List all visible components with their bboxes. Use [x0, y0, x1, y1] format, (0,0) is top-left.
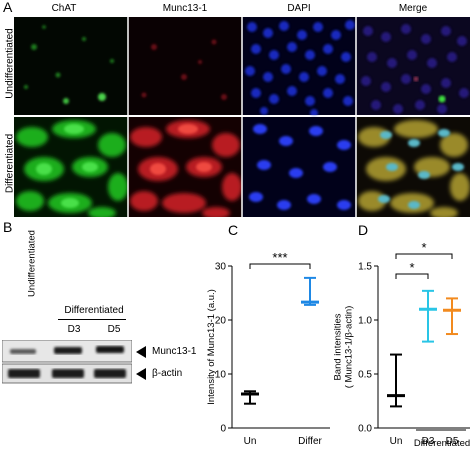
image-undiff-merge	[356, 17, 470, 115]
significance-label: *	[421, 240, 426, 255]
significance-bracket	[395, 273, 429, 279]
panel-d-label: D	[358, 222, 369, 238]
y-tick-label: 0	[220, 424, 226, 435]
category-label: Differ	[298, 436, 322, 447]
category-label: Un	[390, 436, 403, 447]
image-diff-merge	[356, 117, 470, 217]
category-label: Un	[244, 436, 257, 447]
significance-label: ***	[272, 250, 287, 265]
y-axis-label: Intensity of Munc13-1 (a.u.)	[206, 289, 217, 405]
actin-band-label: β-actin	[152, 368, 183, 379]
y-axis-label-line: Intensity of Munc13-1 (a.u.)	[206, 289, 217, 405]
y-tick-label: 0.5	[358, 370, 372, 381]
col-title-dapi: DAPI	[287, 3, 311, 14]
significance-label: *	[409, 260, 414, 275]
image-diff-chat	[14, 117, 128, 217]
y-tick-label: 30	[215, 262, 227, 273]
chart-d: 0.0 0.5 1.0 1.5 Band intensities( Munc13-1/β…	[333, 240, 471, 448]
panel-c-label: C	[228, 222, 239, 238]
chart-c: 0 10 20 30 Intensity of Munc13-1 (a.u.) Un Dif…	[206, 250, 330, 447]
actin-bands	[8, 369, 126, 378]
undifferentiated-lane-label: Undifferentiated	[26, 230, 38, 297]
munc13-band-label: Munc13-1	[152, 346, 197, 357]
image-undiff-munc13	[128, 17, 242, 115]
y-tick-label: 1.0	[358, 316, 372, 327]
image-undiff-chat	[14, 17, 128, 115]
y-tick-label: 20	[215, 316, 227, 327]
y-axis-label: Band intensities( Munc13-1/β-actin)	[333, 306, 355, 389]
y-tick-label: 0.0	[358, 424, 372, 435]
y-tick-label: 1.5	[358, 262, 372, 273]
col-title-merge: Merge	[398, 3, 428, 14]
munc13-arrow	[136, 346, 146, 358]
col-title-munc13: Munc13-1	[162, 3, 208, 14]
category-label: D3	[422, 436, 435, 447]
significance-bracket	[249, 263, 311, 269]
munc13-bands	[10, 346, 124, 354]
differentiated-group-label: Differentiated	[64, 305, 124, 316]
y-axis-label-line: Band intensities	[333, 313, 344, 380]
actin-arrow	[136, 368, 146, 380]
y-axis-label-line: ( Munc13-1/β-actin)	[344, 306, 355, 389]
category-label: D5	[446, 436, 459, 447]
col-title-chat: ChAT	[51, 3, 77, 14]
significance-bracket	[395, 253, 453, 259]
y-tick-label: 10	[215, 370, 227, 381]
lane-label-d3: D3	[67, 324, 81, 335]
image-undiff-dapi	[242, 17, 356, 117]
group-label: Differentiated	[414, 438, 470, 448]
differentiated-bracket	[58, 319, 126, 320]
panel-b-label: B	[3, 219, 13, 235]
image-diff-dapi	[242, 117, 356, 217]
western-blot	[2, 340, 132, 384]
panel-a-label: A	[3, 0, 13, 15]
lane-label-d5: D5	[107, 324, 121, 335]
image-diff-munc13	[128, 117, 242, 217]
micrograph-grid	[14, 17, 470, 217]
